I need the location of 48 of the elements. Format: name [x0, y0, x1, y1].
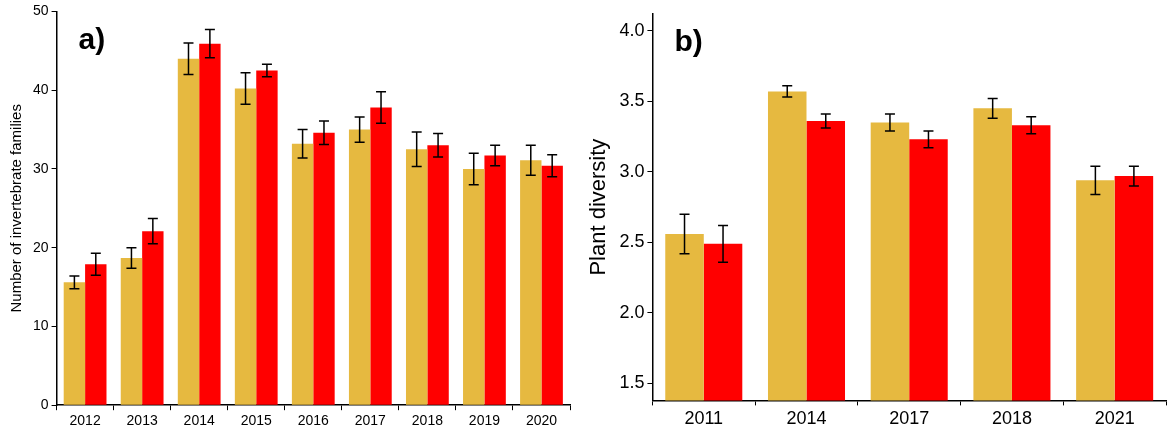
x-tick-label: 2017: [889, 408, 930, 429]
y-tick-label: 3.0: [619, 160, 645, 181]
y-tick-label: 2.0: [619, 301, 645, 322]
x-tick-label: 2021: [1094, 408, 1135, 429]
bar: [405, 149, 428, 405]
x-tick-label: 2015: [240, 412, 273, 429]
x-tick-label: 2011: [684, 408, 724, 429]
y-tick-label: 4.0: [619, 19, 645, 40]
x-tick-label: 2016: [297, 412, 330, 429]
x-tick-label: 2017: [354, 412, 387, 429]
y-tick-label: 40: [32, 81, 49, 98]
x-tick-label: 2013: [126, 412, 158, 429]
bar: [520, 160, 542, 405]
bar: [142, 231, 164, 405]
bar: [234, 88, 257, 405]
chart-title: a): [78, 21, 106, 55]
y-tick-label: 3.5: [619, 90, 645, 111]
x-tick-label: 2014: [786, 408, 827, 429]
bar: [348, 129, 371, 405]
bar: [427, 145, 449, 405]
bar: [199, 43, 221, 405]
bar: [291, 143, 314, 405]
bar: [484, 155, 506, 405]
x-tick-label: 2018: [991, 408, 1032, 429]
y-tick-label: 1.5: [619, 372, 645, 393]
x-tick-label: 2020: [525, 412, 558, 429]
chart-title: b): [674, 24, 703, 58]
y-axis-title: Plant diversity: [585, 138, 611, 276]
bar: [256, 70, 278, 405]
y-tick-label: 2.5: [619, 231, 645, 252]
y-axis-title: Number of invertebrate families: [7, 104, 25, 313]
bar: [541, 165, 563, 405]
bar: [370, 107, 392, 405]
x-tick-label: 2012: [69, 412, 101, 429]
bar: [85, 264, 107, 405]
bar: [463, 168, 485, 405]
x-tick-label: 2014: [183, 412, 215, 429]
x-tick-label: 2019: [468, 412, 501, 429]
y-tick-label: 0: [40, 396, 49, 413]
y-tick-label: 10: [32, 317, 49, 334]
y-tick-label: 50: [32, 2, 49, 19]
bar: [120, 257, 143, 405]
y-tick-label: 30: [32, 159, 49, 176]
bar: [313, 132, 335, 405]
bar: [63, 282, 86, 405]
y-tick-label: 20: [32, 238, 49, 255]
x-tick-label: 2018: [411, 412, 444, 429]
bar: [177, 58, 200, 405]
